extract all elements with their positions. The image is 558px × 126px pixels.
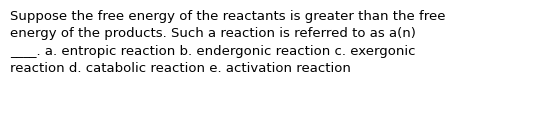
Text: Suppose the free energy of the reactants is greater than the free
energy of the : Suppose the free energy of the reactants… [10,10,445,75]
